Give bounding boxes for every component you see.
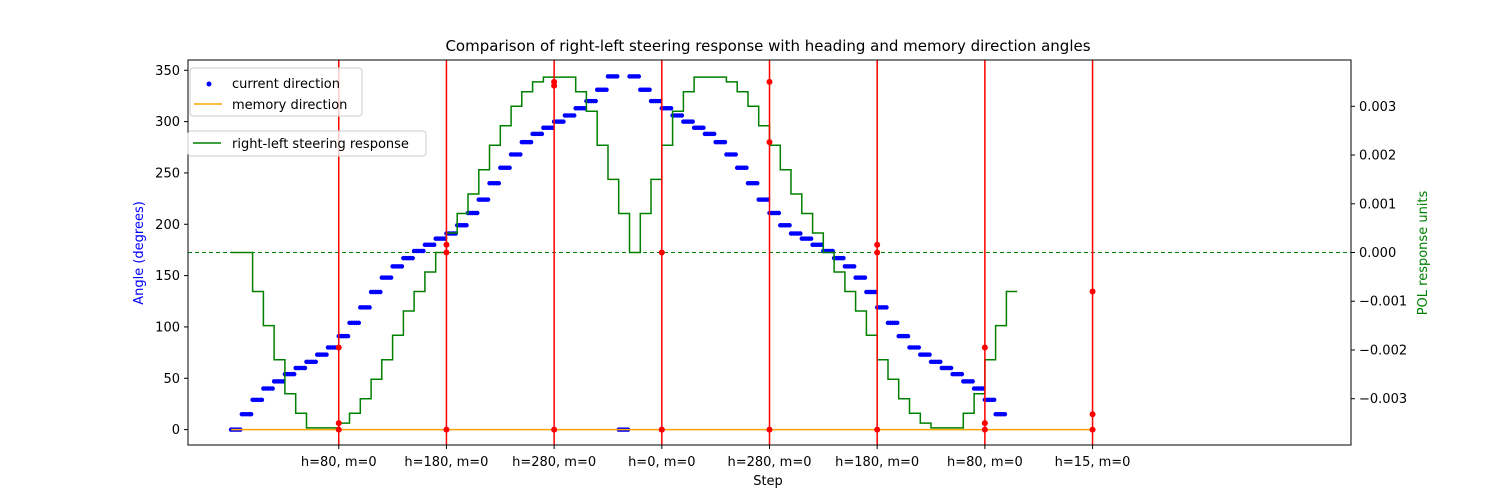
x-tick-label: h=280, m=0 — [512, 455, 596, 470]
y-tick-left-label: 350 — [155, 64, 180, 79]
x-tick-label: h=80, m=0 — [301, 455, 377, 470]
heading-marker-dot — [1090, 411, 1096, 417]
y-tick-right-label: −0.002 — [1359, 343, 1407, 358]
plot-area — [188, 60, 1351, 445]
x-tick-label: h=280, m=0 — [727, 455, 811, 470]
y-tick-right-label: −0.001 — [1359, 295, 1407, 310]
legend-swatch-current-direction — [207, 82, 212, 87]
y-tick-right-label: 0.002 — [1359, 149, 1396, 164]
response-marker-dot — [874, 250, 880, 256]
y-axis-left-label: Angle (degrees) — [132, 201, 147, 305]
chart-title: Comparison of right-left steering respon… — [445, 37, 1090, 55]
x-axis-label: Step — [753, 474, 783, 489]
response-marker-dot — [767, 79, 773, 85]
y-axis-right: −0.003 −0.002 −0.001 0.000 0.001 0.002 0.003 — [1351, 100, 1407, 407]
legend-label-current-direction: current direction — [232, 77, 340, 92]
legend-label-steering-response: right-left steering response — [232, 137, 409, 152]
response-marker-dot — [443, 250, 449, 256]
x-tick-label: h=180, m=0 — [835, 455, 919, 470]
response-marker-dot — [551, 79, 557, 85]
memory-marker-dot — [336, 427, 342, 433]
y-tick-right-label: −0.003 — [1359, 392, 1407, 407]
response-marker-dot — [336, 420, 342, 426]
x-tick-label: h=80, m=0 — [947, 455, 1023, 470]
heading-marker-dot — [443, 242, 449, 248]
y-tick-left-label: 100 — [155, 320, 180, 335]
y-tick-left-label: 250 — [155, 166, 180, 181]
y-tick-left-label: 300 — [155, 115, 180, 130]
x-tick-label: h=180, m=0 — [404, 455, 488, 470]
legend-label-memory-direction: memory direction — [232, 98, 347, 113]
y-axis-left: 0 50 100 150 200 250 300 350 — [155, 64, 188, 438]
heading-marker-dot — [982, 344, 988, 350]
heading-marker-dot — [874, 242, 880, 248]
legend: current direction memory direction — [190, 68, 362, 116]
memory-marker-dot — [1090, 427, 1096, 433]
memory-marker-dot — [767, 427, 773, 433]
x-tick-label: h=0, m=0 — [628, 455, 696, 470]
memory-marker-dot — [874, 427, 880, 433]
y-tick-left-label: 200 — [155, 218, 180, 233]
y-tick-right-label: 0.003 — [1359, 100, 1396, 115]
memory-marker-dot — [659, 427, 665, 433]
y-tick-left-label: 150 — [155, 269, 180, 284]
x-axis: h=80, m=0 h=180, m=0 h=280, m=0 h=0, m=0 h=2… — [301, 445, 1131, 470]
heading-marker-dot — [767, 139, 773, 145]
y-tick-left-label: 50 — [163, 372, 180, 387]
memory-marker-dot — [443, 427, 449, 433]
memory-marker-dot — [551, 427, 557, 433]
memory-marker-dot — [982, 427, 988, 433]
y-tick-right-label: 0.000 — [1359, 246, 1396, 261]
x-tick-label: h=15, m=0 — [1055, 455, 1131, 470]
y-tick-left-label: 0 — [172, 423, 180, 438]
y-axis-right-label: POL response units — [1416, 190, 1431, 315]
y-tick-right-label: 0.001 — [1359, 197, 1396, 212]
response-marker-dot — [659, 250, 665, 256]
response-marker-dot — [982, 420, 988, 426]
heading-marker-dot — [336, 344, 342, 350]
legend-2: right-left steering response — [188, 131, 426, 156]
response-marker-dot — [1090, 288, 1096, 294]
